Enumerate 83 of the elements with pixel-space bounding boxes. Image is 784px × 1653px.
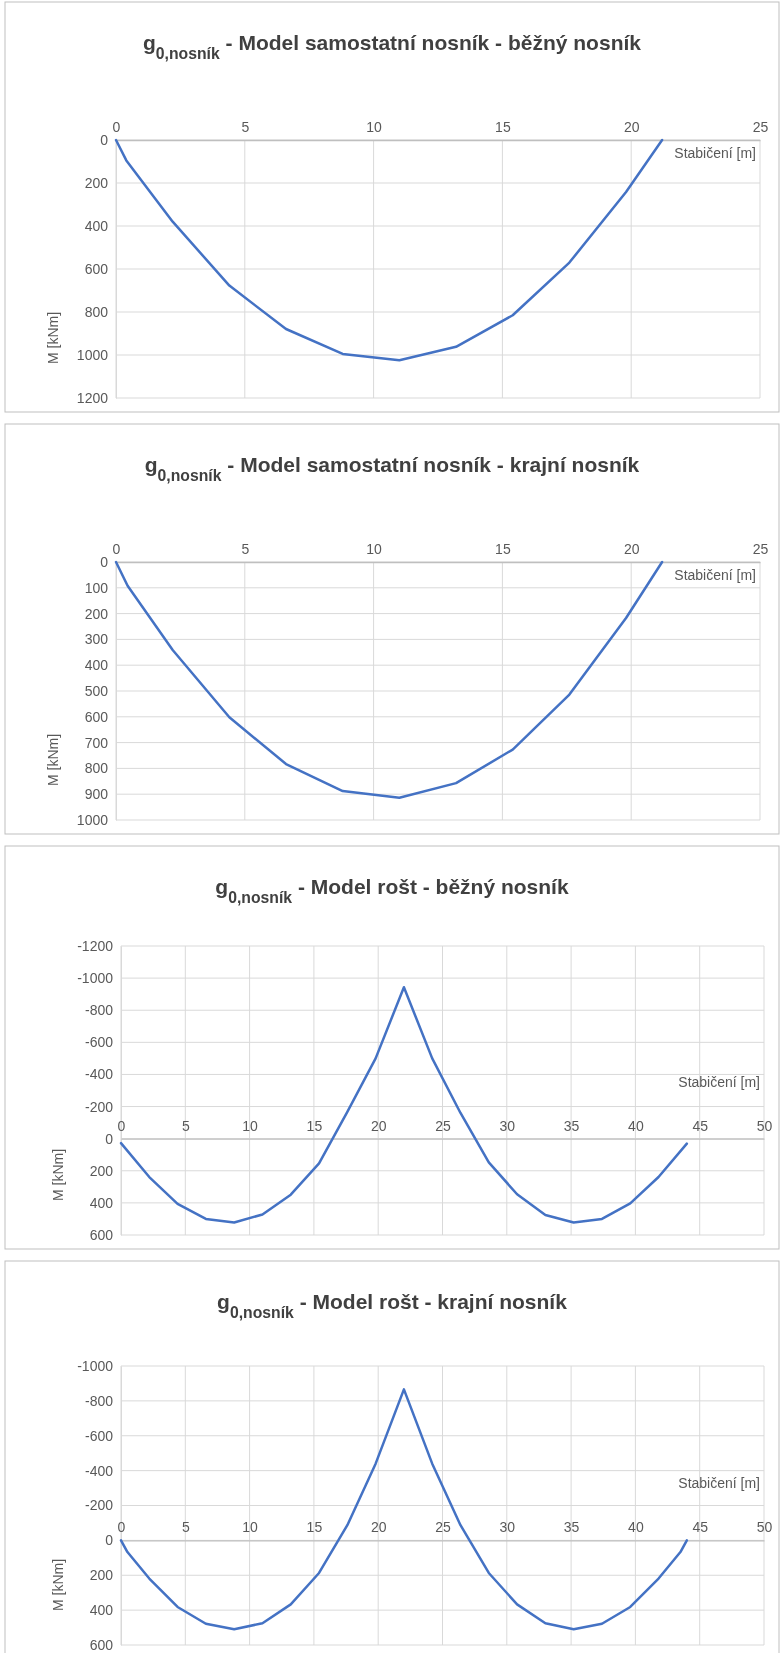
x-tick-label: 50 — [756, 1519, 773, 1536]
chart-title: g$_{0,nosník}$ - Model samostatní nosník - krajní nosník — [144, 453, 640, 484]
y-axis-title: M [kNm] — [50, 1558, 66, 1612]
y-tick-label: -400 — [84, 1066, 114, 1083]
line-series — [114, 560, 664, 800]
chart-title: g$_{0,nosník}$ - Model samostatní nosník - běžný nosník — [143, 31, 642, 62]
x-tick-label: 15 — [306, 1117, 323, 1134]
x-tick-label: 10 — [366, 119, 383, 135]
x-tick-label: 20 — [370, 1117, 387, 1134]
x-tick-label: 30 — [499, 1117, 516, 1134]
x-tick-label: 45 — [692, 1519, 709, 1536]
x-tick-label: 40 — [628, 1519, 644, 1536]
y-tick-label: 0 — [100, 131, 109, 148]
y-tick-label: 800 — [84, 760, 109, 777]
x-tick-label: 25 — [752, 119, 769, 135]
y-tick-label: -800 — [84, 1002, 114, 1019]
y-tick-label: 100 — [84, 579, 109, 596]
y-tick-label: 200 — [89, 1162, 114, 1179]
y-tick-label: -200 — [84, 1497, 114, 1514]
chart-title: g$_{0,nosník}$ - Model rošt - běžný nosník — [215, 875, 569, 906]
x-axis-title: Stabičení [m] — [678, 1475, 760, 1492]
y-tick-label: -1000 — [77, 1357, 114, 1374]
y-tick-label: 500 — [84, 682, 109, 699]
x-tick-label: 15 — [495, 119, 511, 135]
x-tick-label: 25 — [435, 1519, 451, 1536]
x-tick-label: 10 — [366, 541, 383, 557]
x-tick-label: 20 — [623, 119, 640, 135]
x-tick-label: 10 — [242, 1117, 259, 1134]
y-tick-label: 1000 — [76, 811, 109, 828]
y-tick-label: 0 — [105, 1130, 114, 1147]
y-tick-label: 1200 — [76, 389, 109, 406]
y-axis-title: M [kNm] — [45, 311, 61, 365]
y-tick-label: 700 — [84, 734, 109, 751]
y-tick-label: 400 — [84, 217, 109, 234]
y-tick-label: -1000 — [77, 970, 114, 987]
x-axis-title: Stabičení [m] — [674, 567, 756, 583]
x-tick-label: 15 — [495, 541, 511, 557]
y-tick-label: 600 — [89, 1226, 114, 1243]
x-tick-label: 5 — [181, 1519, 190, 1536]
x-tick-label: 35 — [563, 1117, 580, 1134]
y-tick-label: -600 — [84, 1427, 114, 1444]
x-tick-label: 5 — [241, 119, 250, 135]
y-tick-label: -800 — [84, 1392, 114, 1409]
x-tick-label: 0 — [117, 1117, 126, 1134]
x-tick-label: 20 — [370, 1519, 387, 1536]
y-tick-label: 400 — [89, 1602, 114, 1619]
x-tick-label: 25 — [435, 1117, 451, 1134]
y-tick-label: -1200 — [77, 937, 114, 954]
x-tick-label: 50 — [756, 1117, 773, 1134]
chart-title: g$_{0,nosník}$ - Model rošt - krajní nosník — [217, 1290, 568, 1321]
x-tick-label: 0 — [117, 1519, 126, 1536]
y-tick-label: -600 — [84, 1034, 114, 1051]
y-tick-label: 400 — [89, 1194, 114, 1211]
y-tick-label: 900 — [84, 786, 109, 803]
y-tick-label: 0 — [100, 553, 109, 570]
y-tick-label: 400 — [84, 657, 109, 674]
x-tick-label: 20 — [623, 541, 640, 557]
x-tick-label: 40 — [628, 1117, 644, 1134]
x-axis-title: Stabičení [m] — [674, 145, 756, 161]
y-axis-title: M [kNm] — [50, 1148, 66, 1202]
x-tick-label: 15 — [306, 1519, 323, 1536]
x-tick-label: 5 — [181, 1117, 190, 1134]
y-axis-title: M [kNm] — [45, 733, 61, 787]
y-tick-label: 1000 — [76, 346, 109, 363]
y-tick-label: 600 — [89, 1636, 114, 1653]
x-tick-label: 25 — [752, 541, 769, 557]
y-tick-label: -200 — [84, 1098, 114, 1115]
line-series — [114, 138, 664, 362]
y-tick-label: 300 — [84, 631, 109, 648]
x-tick-label: 35 — [563, 1519, 580, 1536]
y-tick-label: 600 — [84, 708, 109, 725]
x-tick-label: 10 — [242, 1519, 259, 1536]
y-tick-label: 200 — [89, 1567, 114, 1584]
y-tick-label: 800 — [84, 303, 109, 320]
y-tick-label: 600 — [84, 260, 109, 277]
y-tick-label: 200 — [84, 605, 109, 622]
x-tick-label: 5 — [241, 541, 250, 557]
y-tick-label: -400 — [84, 1462, 114, 1479]
x-tick-label: 45 — [692, 1117, 709, 1134]
x-axis-title: Stabičení [m] — [678, 1073, 760, 1090]
x-tick-label: 30 — [499, 1519, 516, 1536]
y-tick-label: 200 — [84, 174, 109, 191]
y-tick-label: 0 — [105, 1532, 114, 1549]
